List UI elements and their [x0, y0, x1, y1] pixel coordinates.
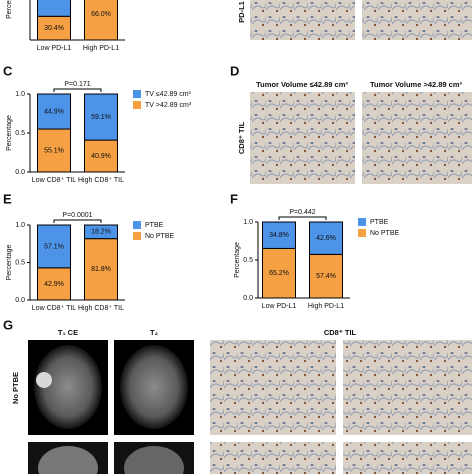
panel-label: E	[3, 191, 12, 206]
bar-segment	[262, 247, 296, 299]
significance-bracket	[278, 216, 327, 220]
x-tick-label: Low CD8⁺ TIL	[32, 305, 77, 312]
value-label: 42.6%	[316, 235, 336, 242]
column-label: CD8⁺ TIL	[324, 328, 357, 337]
mri-image	[34, 345, 102, 429]
y-tick-label: 0.0	[15, 169, 25, 176]
x-tick-label: Low PD-L1	[262, 303, 297, 310]
histology-image	[250, 92, 355, 184]
panel-label: D	[230, 63, 239, 78]
legend-swatch	[133, 221, 141, 229]
value-label: 40.9%	[91, 153, 111, 160]
legend-swatch	[358, 218, 366, 226]
value-label: 18.2%	[91, 229, 111, 236]
histology-image	[343, 442, 472, 474]
panel-label: F	[230, 191, 238, 206]
bar-segment	[37, 0, 71, 17]
legend-label: PTBE	[145, 222, 164, 229]
column-label: T₁ CE	[58, 328, 78, 337]
value-label: 57.4%	[316, 273, 336, 280]
histology-image	[343, 340, 472, 435]
y-tick-label: 0.5	[15, 259, 25, 266]
y-tick-label: 1.0	[243, 219, 253, 226]
y-tick-label: 0.0	[15, 297, 25, 304]
bar-segment	[84, 238, 118, 301]
legend-swatch	[133, 232, 141, 240]
image-caption: Tumor Volume >42.89 cm³	[370, 80, 463, 89]
legend-swatch	[133, 90, 141, 98]
row-label: PD-L1	[237, 1, 246, 23]
mri-image	[38, 446, 98, 474]
value-label: 65.2%	[269, 270, 289, 277]
legend-swatch	[133, 101, 141, 109]
value-label: 66.0%	[91, 11, 111, 18]
value-label: 57.1%	[44, 243, 64, 250]
y-tick-label: 1.0	[15, 222, 25, 229]
histology-image	[210, 340, 336, 435]
value-label: 81.8%	[91, 266, 111, 273]
legend-label: No PTBE	[370, 230, 400, 237]
histology-image	[362, 0, 472, 40]
p-value: P=0.0001	[62, 212, 92, 219]
bar-segment	[84, 0, 118, 41]
bar-segment	[84, 93, 118, 141]
histology-image	[250, 0, 355, 40]
value-label: 44.9%	[44, 108, 64, 115]
panel-label: G	[3, 317, 13, 332]
x-tick-label: High PD-L1	[83, 45, 119, 52]
value-label: 55.1%	[44, 147, 64, 154]
histology-image	[362, 92, 472, 184]
bar-segment	[37, 128, 71, 173]
bar-segment	[37, 93, 71, 130]
y-axis-label: Percentage	[6, 115, 13, 151]
x-tick-label: High CD8⁺ TIL	[78, 177, 124, 184]
y-axis-label: Percentage	[6, 244, 13, 280]
bar-segment	[37, 224, 71, 269]
bar-segment	[309, 253, 343, 299]
significance-bracket	[53, 88, 102, 92]
x-tick-label: Low PD-L1	[37, 45, 72, 52]
bar-segment	[309, 221, 343, 255]
p-value: P=0.442	[289, 209, 315, 216]
row-label: No PTBE	[11, 372, 20, 404]
significance-bracket	[53, 219, 102, 223]
value-label: 42.9%	[44, 281, 64, 288]
legend-label: PTBE	[370, 219, 389, 226]
y-tick-label: 0.5	[243, 257, 253, 264]
x-tick-label: Low CD8⁺ TIL	[32, 177, 77, 184]
bar-segment	[84, 139, 118, 173]
y-tick-label: 0.0	[243, 295, 253, 302]
value-label: 34.8%	[269, 232, 289, 239]
bar-segment	[84, 224, 118, 240]
p-value: P=0.171	[64, 81, 90, 88]
panel-label: C	[3, 63, 13, 78]
legend-label: TV >42.89 cm³	[145, 102, 192, 109]
y-tick-label: 0.5	[15, 130, 25, 137]
column-label: T₂	[150, 328, 158, 337]
y-tick-label: 1.0	[15, 91, 25, 98]
value-label: 59.1%	[91, 114, 111, 121]
y-axis-label: Percentage	[234, 242, 241, 278]
legend-label: TV ≤42.89 cm³	[145, 91, 192, 98]
mri-image	[120, 345, 188, 429]
legend-label: No PTBE	[145, 233, 175, 240]
legend-swatch	[358, 229, 366, 237]
mri-image	[124, 446, 184, 474]
value-label: 30.4%	[44, 25, 64, 32]
bar-segment	[262, 221, 296, 249]
y-axis-label: Percentage	[6, 0, 13, 19]
histology-image	[210, 442, 336, 474]
row-label: CD8⁺ TIL	[237, 121, 246, 154]
image-caption: Tumor Volume ≤42.89 cm³	[256, 80, 348, 89]
tumor	[36, 372, 52, 388]
x-tick-label: High CD8⁺ TIL	[78, 305, 124, 312]
x-tick-label: High PD-L1	[308, 303, 344, 310]
